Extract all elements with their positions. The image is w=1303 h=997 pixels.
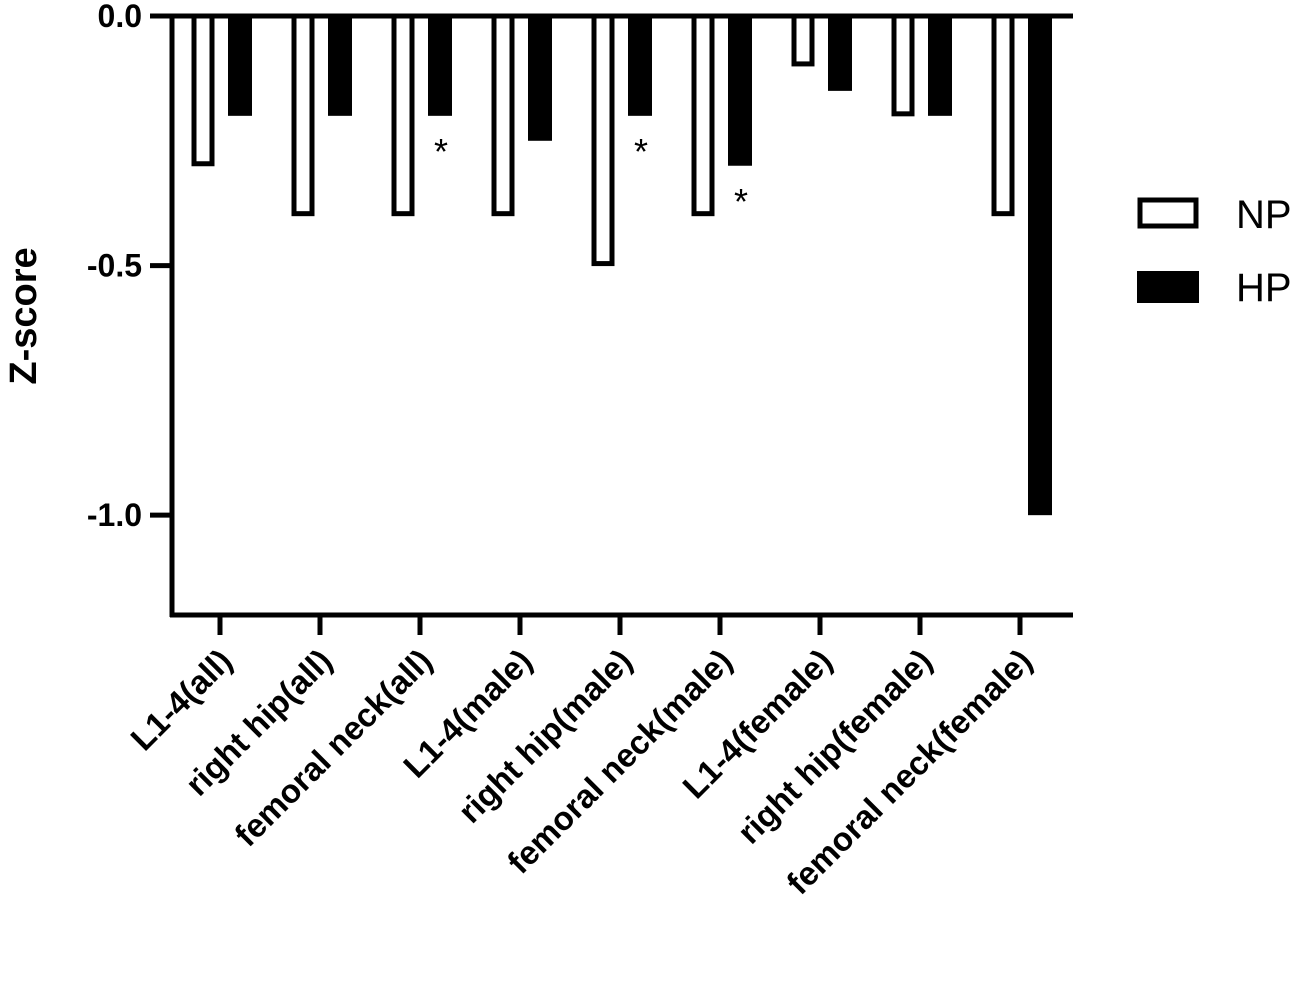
bar-np (591, 13, 615, 267)
bar-np (691, 13, 715, 217)
legend-swatch-np (1137, 197, 1199, 229)
bar-np (791, 13, 815, 67)
y-tick-label: 0.0 (98, 0, 142, 34)
bar-hp (828, 16, 852, 91)
bar-hp (928, 16, 952, 116)
bar-np (291, 13, 315, 217)
y-tick-label: -1.0 (87, 497, 142, 533)
bar-np (191, 13, 215, 167)
bars (191, 13, 1052, 516)
bar-hp (728, 16, 752, 166)
bar-hp (328, 16, 352, 116)
significance-marker: * (734, 181, 748, 222)
y-axis: 0.0 -0.5 -1.0 (87, 0, 175, 617)
legend-label: HP (1236, 266, 1292, 310)
bar-np (391, 13, 415, 217)
bar-np (991, 13, 1015, 217)
y-tick-label: -0.5 (87, 248, 142, 284)
significance-marker: * (634, 131, 648, 172)
bar-np (891, 13, 915, 117)
legend: NP HP (1137, 193, 1292, 310)
significance-marker: * (434, 131, 448, 172)
category-labels: L1-4(all)right hip(all)femoral neck(all)… (123, 642, 1039, 902)
bar-hp (628, 16, 652, 116)
category-label: right hip(male) (451, 642, 639, 830)
bar-hp (228, 16, 252, 116)
legend-swatch-hp (1137, 271, 1199, 303)
bar-np (491, 13, 515, 217)
legend-label: NP (1236, 193, 1292, 237)
annotations: * * * (434, 131, 748, 222)
bar-hp (528, 16, 552, 141)
bar-hp (1028, 16, 1052, 516)
bar-hp (428, 16, 452, 116)
y-axis-label: Z-score (3, 247, 45, 384)
